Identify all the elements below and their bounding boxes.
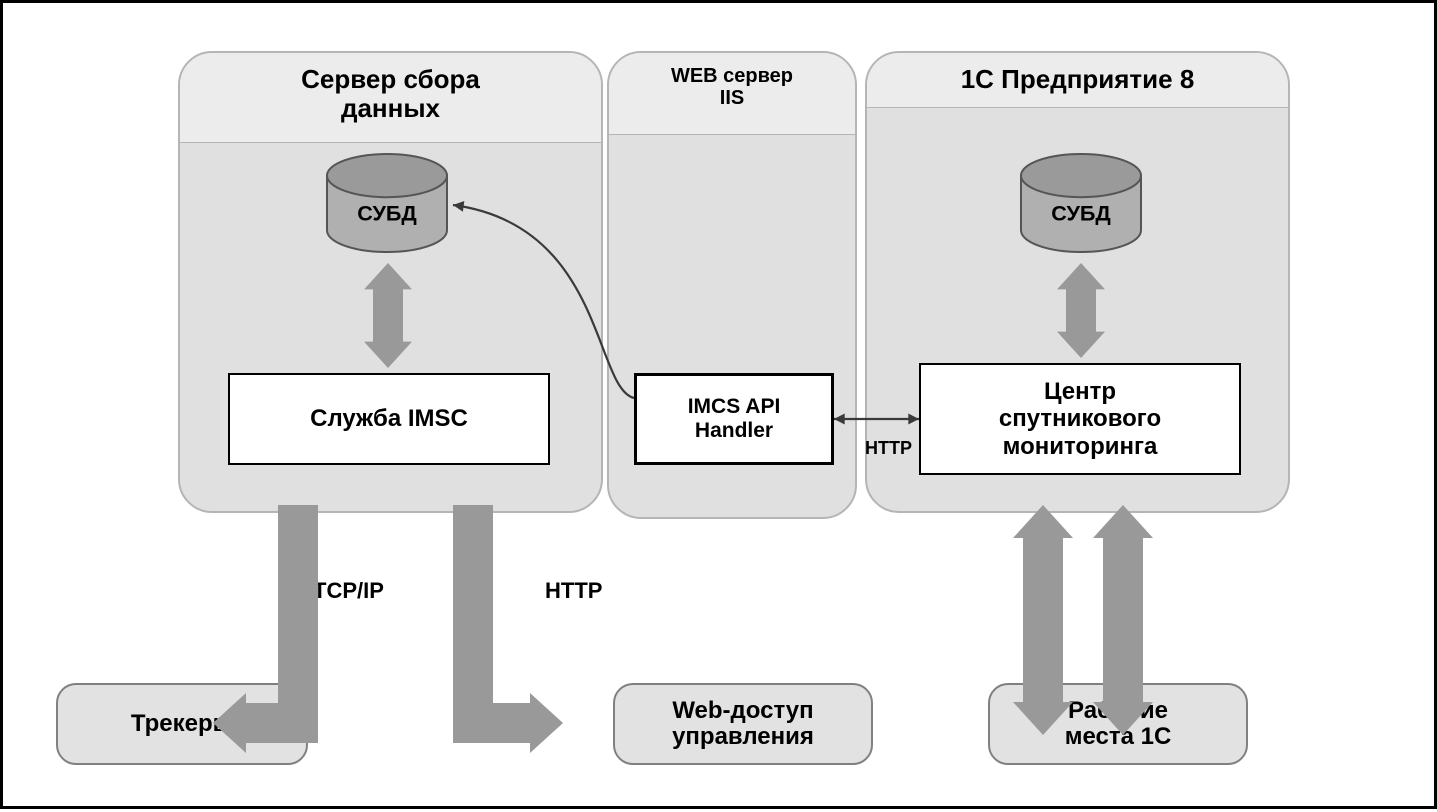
box-imsc-service: Служба IMSC: [228, 373, 550, 465]
panel-title: Сервер сбора данных: [180, 53, 601, 143]
database-left-icon: СУБД: [327, 154, 447, 252]
database-right-icon: СУБД: [1021, 154, 1141, 252]
diagram-canvas: Сервер сбора данных WEB сервер IIS 1С Пр…: [0, 0, 1437, 809]
label-http: HTTP: [545, 578, 602, 604]
panel-title: WEB сервер IIS: [609, 53, 855, 135]
label-tcpip: TCP/IP: [313, 578, 384, 604]
panel-title: 1С Предприятие 8: [867, 53, 1288, 108]
node-web-access: Web-доступ управления: [613, 683, 873, 765]
box-imcs-api-handler: IMCS API Handler: [634, 373, 834, 465]
svg-text:СУБД: СУБД: [1051, 201, 1111, 226]
svg-text:СУБД: СУБД: [357, 201, 417, 226]
label-http: HTTP: [865, 438, 912, 459]
box-satellite-monitoring-center: Центр спутникового мониторинга: [919, 363, 1241, 475]
node-1c-workplaces: Рабочие места 1С: [988, 683, 1248, 765]
node-trackers: Трекеры: [56, 683, 308, 765]
